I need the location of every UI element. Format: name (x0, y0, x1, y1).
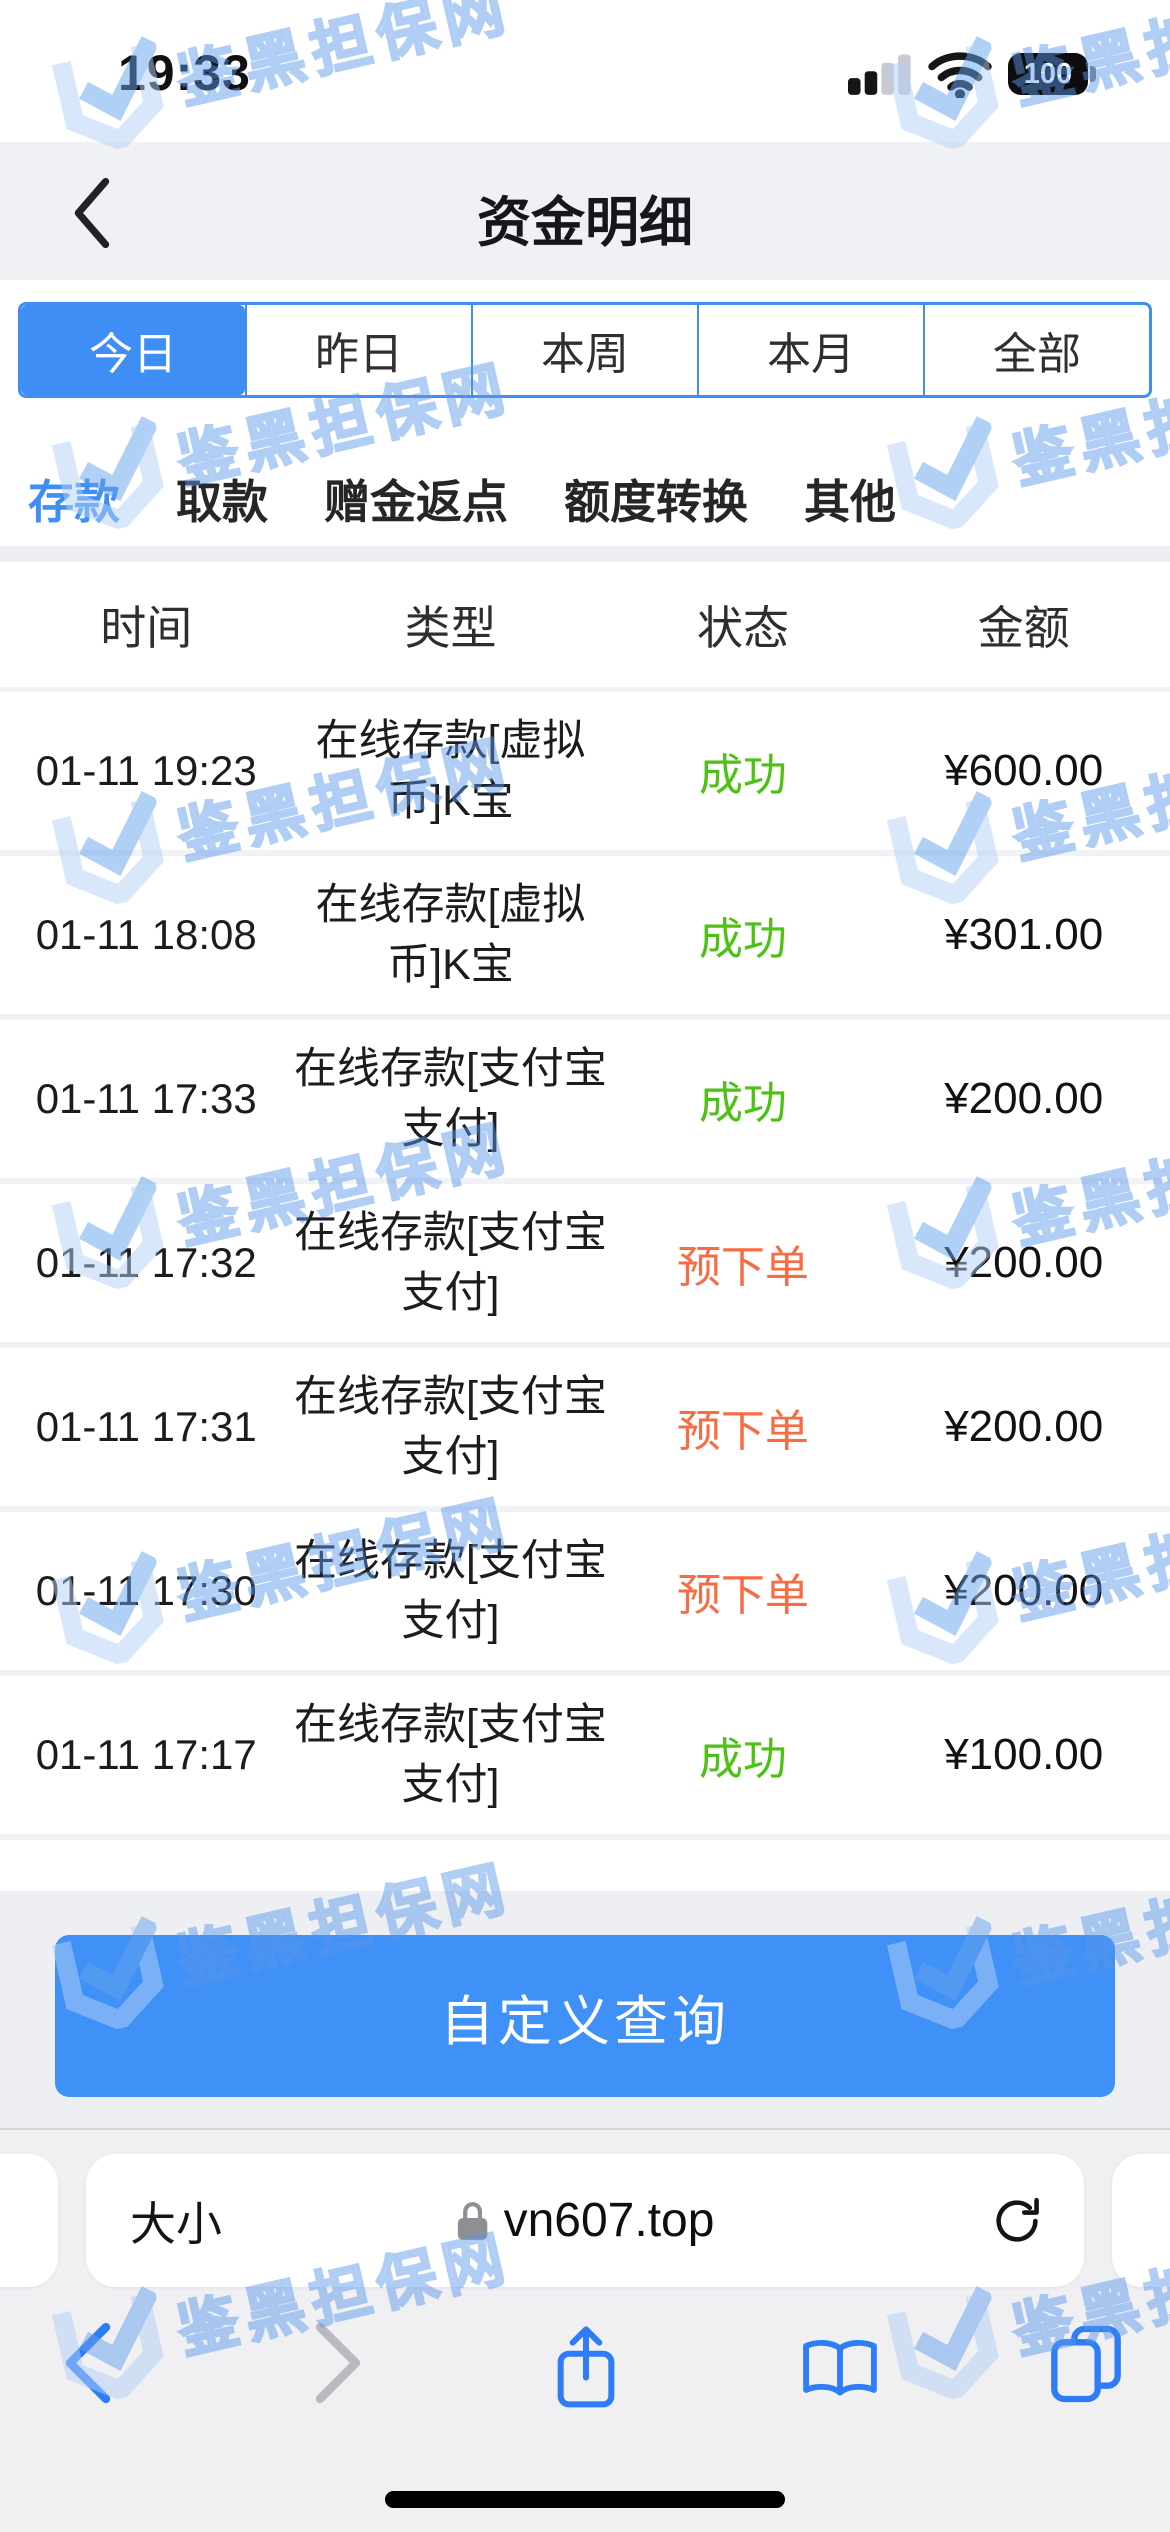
reload-icon[interactable] (988, 2192, 1046, 2250)
share-icon[interactable] (548, 2320, 624, 2416)
safari-bottom-chrome: 大小 vn607.top (0, 2128, 1170, 2532)
tab-this-month[interactable]: 本月 (697, 305, 923, 395)
tab-withdraw[interactable]: 取款 (176, 476, 268, 528)
status-badge: 成功 (698, 751, 787, 800)
lock-icon (457, 2201, 488, 2240)
cellular-signal-icon (848, 54, 911, 95)
cell-amount: ¥600.00 (944, 746, 1104, 795)
cell-time: 01-11 17:17 (35, 1731, 257, 1778)
font-size-control[interactable]: 大小 (130, 2197, 222, 2250)
footer-section: 自定义查询 (0, 1891, 1170, 2128)
cell-type: 在线存款[支付宝 支付] (293, 1045, 607, 1153)
table-row: 01-11 19:23 在线存款[虚拟 币]K宝 成功 ¥600.00 (0, 692, 1170, 856)
table-header: 时间 类型 状态 金额 (0, 562, 1170, 692)
table-row: 01-11 17:17 在线存款[支付宝 支付] 成功 ¥100.00 (0, 1676, 1170, 1840)
url-bar[interactable]: 大小 vn607.top (86, 2154, 1084, 2287)
tab-other[interactable]: 其他 (804, 476, 896, 528)
cell-type: 在线存款[支付宝 支付] (293, 1209, 607, 1317)
custom-query-button[interactable]: 自定义查询 (55, 1935, 1115, 2097)
col-header-status: 状态 (696, 601, 789, 654)
cell-amount: ¥200.00 (944, 1402, 1104, 1451)
cell-time: 01-11 17:32 (35, 1239, 257, 1286)
cell-time: 01-11 19:23 (35, 747, 257, 794)
status-time: 19:33 (118, 45, 251, 101)
status-badge: 成功 (698, 915, 787, 964)
status-badge: 预下单 (676, 1407, 809, 1456)
previous-tab-stub[interactable] (0, 2154, 58, 2287)
col-header-amount: 金额 (977, 601, 1070, 654)
tab-all[interactable]: 全部 (923, 305, 1149, 395)
tab-yesterday[interactable]: 昨日 (245, 305, 471, 395)
status-badge: 预下单 (676, 1571, 809, 1620)
address-display: vn607.top (456, 2193, 715, 2248)
nav-bar: 资金明细 (0, 142, 1170, 280)
table-row: 01-11 18:08 在线存款[虚拟 币]K宝 成功 ¥301.00 (0, 856, 1170, 1020)
date-range-tabs: 今日 昨日 本周 本月 全部 (18, 302, 1152, 398)
status-badge: 预下单 (676, 1243, 809, 1292)
tab-quota-transfer[interactable]: 额度转换 (564, 476, 748, 528)
battery-icon: 100 (1008, 53, 1096, 95)
cell-type: 在线存款[支付宝 支付] (293, 1373, 607, 1481)
status-icons: 100 (848, 50, 1096, 98)
wifi-icon (928, 52, 992, 98)
status-bar: 19:33 100 (0, 0, 1170, 142)
tabs-icon[interactable] (1046, 2320, 1126, 2408)
cell-time: 01-11 18:08 (35, 911, 257, 958)
cell-amount: ¥200.00 (944, 1566, 1104, 1615)
cell-amount: ¥100.00 (944, 1730, 1104, 1779)
section-divider (0, 546, 1170, 562)
table-row: 01-11 17:33 在线存款[支付宝 支付] 成功 ¥200.00 (0, 1020, 1170, 1184)
cell-amount: ¥200.00 (944, 1238, 1104, 1287)
tab-today[interactable]: 今日 (21, 305, 245, 395)
home-indicator[interactable] (385, 2491, 785, 2508)
cell-time: 01-11 17:33 (35, 1075, 257, 1122)
table-row: 01-11 17:30 在线存款[支付宝 支付] 预下单 ¥200.00 (0, 1512, 1170, 1676)
bookmarks-icon[interactable] (798, 2328, 882, 2408)
col-header-type: 类型 (404, 601, 497, 654)
status-badge: 成功 (698, 1735, 787, 1784)
table-row: 01-11 17:32 在线存款[支付宝 支付] 预下单 ¥200.00 (0, 1184, 1170, 1348)
category-tabs: 存款 取款 赠金返点 额度转换 其他 (0, 452, 1170, 546)
next-tab-stub[interactable] (1112, 2154, 1170, 2287)
back-chevron-icon[interactable] (72, 176, 114, 250)
cell-type: 在线存款[虚拟 币]K宝 (315, 717, 586, 825)
tab-deposit[interactable]: 存款 (28, 476, 120, 528)
browser-forward-icon[interactable] (312, 2320, 364, 2406)
browser-toolbar (0, 2320, 1170, 2420)
tab-this-week[interactable]: 本周 (471, 305, 697, 395)
cell-amount: ¥200.00 (944, 1074, 1104, 1123)
cell-type: 在线存款[支付宝 支付] (293, 1537, 607, 1645)
domain-text: vn607.top (503, 2194, 715, 2247)
cell-time: 01-11 17:31 (35, 1403, 257, 1450)
cell-type: 在线存款[虚拟 币]K宝 (315, 881, 586, 989)
battery-percentage: 100 (1008, 53, 1088, 95)
cell-amount: ¥301.00 (944, 910, 1104, 959)
page-title: 资金明细 (477, 193, 693, 253)
table-row: 01-11 17:31 在线存款[支付宝 支付] 预下单 ¥200.00 (0, 1348, 1170, 1512)
browser-back-icon[interactable] (62, 2320, 114, 2406)
tab-bonus-rebate[interactable]: 赠金返点 (324, 476, 508, 528)
status-badge: 成功 (698, 1079, 787, 1128)
transactions-table: 时间 类型 状态 金额 01-11 19:23 在线存款[虚拟 币]K宝 成功 ¥… (0, 562, 1170, 1840)
col-header-time: 时间 (100, 601, 193, 654)
battery-nub (1090, 66, 1096, 82)
cell-type: 在线存款[支付宝 支付] (293, 1701, 607, 1809)
cell-time: 01-11 17:30 (35, 1567, 257, 1614)
